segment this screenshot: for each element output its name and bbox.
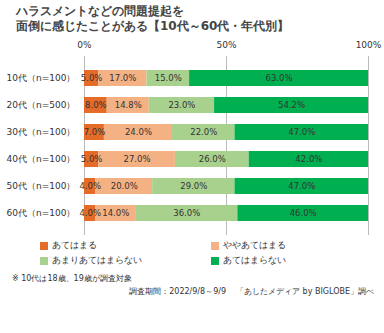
svg-text:14.8%: 14.8% (115, 100, 142, 110)
svg-text:50代（n=100）: 50代（n=100） (7, 181, 76, 191)
svg-text:23.0%: 23.0% (168, 100, 195, 110)
svg-text:10代（n=100）: 10代（n=100） (7, 73, 76, 83)
svg-text:20.0%: 20.0% (111, 181, 138, 191)
svg-text:46.0%: 46.0% (290, 208, 317, 218)
svg-text:63.0%: 63.0% (266, 73, 293, 83)
svg-text:54.2%: 54.2% (278, 100, 305, 110)
svg-text:17.0%: 17.0% (109, 73, 136, 83)
svg-text:100%: 100% (356, 40, 382, 50)
html-text:ハラスメントなどの問題提起を 面倒に感じたことがある【10代: ハラスメントなどの問題提起を 面倒に感じたことがある【10代～60代・年代別】 (16, 4, 290, 33)
svg-text:20代（n=500）: 20代（n=500） (7, 100, 76, 110)
svg-text:5.0%: 5.0% (81, 154, 103, 164)
svg-text:15.0%: 15.0% (155, 73, 182, 83)
html-text:「あしたメディア by BIGLOBE」調べ: 「あしたメディア by BIGLOBE」調べ (236, 287, 374, 296)
svg-text:27.0%: 27.0% (124, 154, 151, 164)
html-text:あてはまる: あてはまる (52, 240, 97, 250)
svg-text:50%: 50% (216, 40, 236, 50)
html-text:あまりあてはまらない: あまりあてはまらない (52, 255, 142, 265)
svg-text:29.0%: 29.0% (180, 181, 207, 191)
html-text:調査期間：2022/9/8～9/9: 調査期間：2022/9/8～9/9 (129, 287, 226, 296)
svg-text:26.0%: 26.0% (199, 154, 226, 164)
svg-text:30代（n=100）: 30代（n=100） (7, 127, 76, 137)
svg-text:47.0%: 47.0% (288, 181, 315, 191)
svg-text:8.0%: 8.0% (85, 100, 107, 110)
svg-text:36.0%: 36.0% (173, 208, 200, 218)
svg-text:5.0%: 5.0% (81, 73, 103, 83)
svg-text:14.0%: 14.0% (102, 208, 129, 218)
svg-text:4.0%: 4.0% (79, 208, 101, 218)
svg-text:42.0%: 42.0% (295, 154, 322, 164)
svg-text:0%: 0% (77, 40, 92, 50)
html-text:あてはまらない: あてはまらない (223, 255, 286, 265)
html-text:ややあてはまる: ややあてはまる (223, 240, 286, 250)
svg-text:40代（n=100）: 40代（n=100） (7, 154, 76, 164)
svg-text:24.0%: 24.0% (125, 127, 152, 137)
svg-text:47.0%: 47.0% (288, 127, 315, 137)
svg-text:4.0%: 4.0% (79, 181, 101, 191)
html-text:※ 10代は18歳、19歳が調査対象: ※ 10代は18歳、19歳が調査対象 (12, 274, 132, 283)
svg-text:60代（n=100）: 60代（n=100） (7, 208, 76, 218)
svg-text:22.0%: 22.0% (190, 127, 217, 137)
svg-text:7.0%: 7.0% (84, 127, 106, 137)
